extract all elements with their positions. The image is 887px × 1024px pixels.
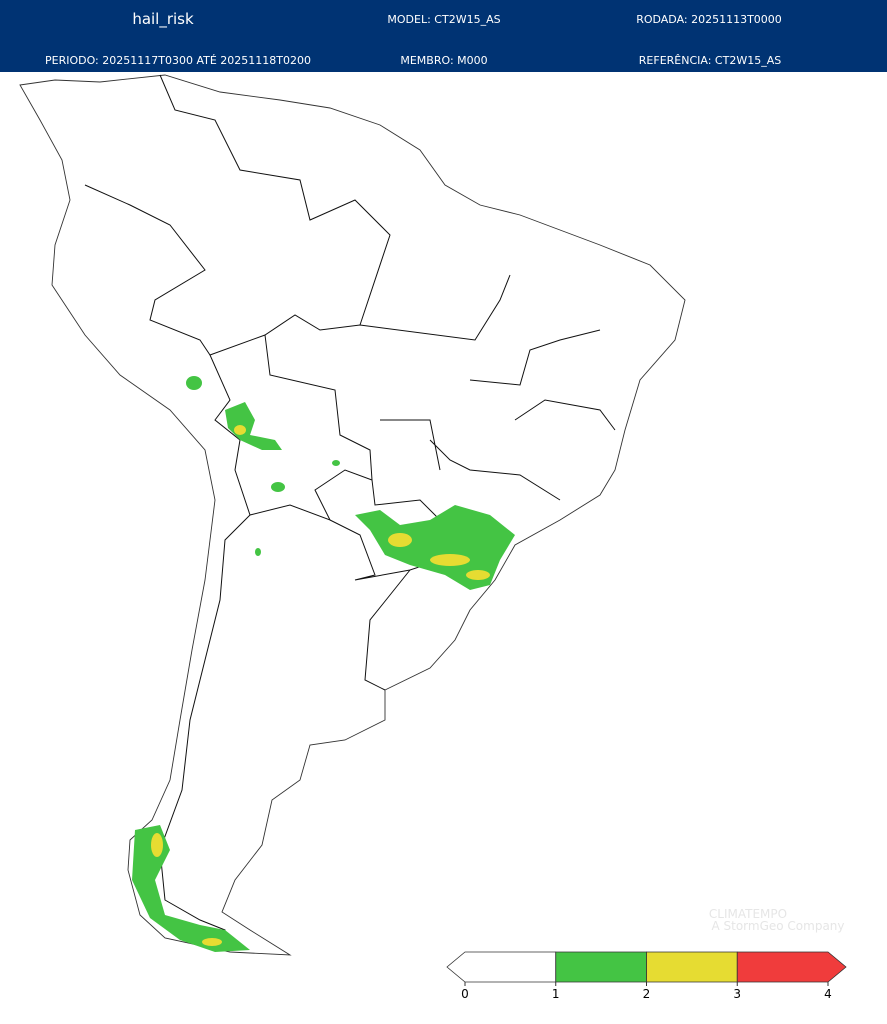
border: [380, 329, 616, 501]
risk-area: [225, 402, 282, 450]
hail-risk-areas: [132, 376, 515, 952]
run: RODADA: 20251113T0000: [636, 13, 782, 26]
header: hail_risk MODEL: CT2W15_AS RODADA: 20251…: [0, 0, 887, 72]
risk-area: [255, 548, 261, 556]
risk-area: [234, 425, 246, 435]
risk-area: [466, 570, 490, 580]
risk-area: [355, 505, 515, 590]
colorbar-tick-label: 4: [824, 987, 832, 1001]
risk-area: [271, 482, 285, 492]
colorbar-segment: [646, 951, 738, 983]
colorbar-tick-label: 2: [643, 987, 651, 1001]
colorbar-segment: [446, 951, 557, 983]
period: PERIODO: 20251117T0300 ATÉ 20251118T0200: [44, 54, 312, 67]
risk-area: [186, 376, 202, 390]
border: [364, 569, 411, 691]
watermark-brand: CLIMATEMPO: [709, 907, 787, 921]
coastline: [19, 74, 686, 956]
title: hail_risk: [132, 10, 194, 28]
risk-area: [202, 938, 222, 946]
border: [264, 334, 373, 481]
colorbar-segment: [555, 951, 647, 983]
reference: REFERÊNCIA: CT2W15_AS: [638, 54, 782, 67]
watermark-tagline: A StormGeo Company: [711, 919, 844, 933]
model: MODEL: CT2W15_AS: [387, 13, 501, 26]
risk-area: [151, 833, 163, 857]
border: [159, 514, 251, 950]
colorbar-tick-label: 3: [733, 987, 741, 1001]
risk-area: [332, 460, 340, 466]
risk-area: [430, 554, 470, 566]
colorbar-segment: [736, 951, 847, 983]
member: MEMBRO: M000: [400, 54, 488, 67]
colorbar-tick-label: 0: [461, 987, 469, 1001]
risk-area: [132, 825, 250, 952]
border: [84, 184, 511, 356]
colorbar: 0 1 2 3 4: [446, 951, 847, 1001]
continent: [19, 74, 686, 956]
colorbar-tick-label: 1: [552, 987, 560, 1001]
border: [159, 74, 391, 326]
borders: [84, 74, 616, 950]
risk-area: [388, 533, 412, 547]
